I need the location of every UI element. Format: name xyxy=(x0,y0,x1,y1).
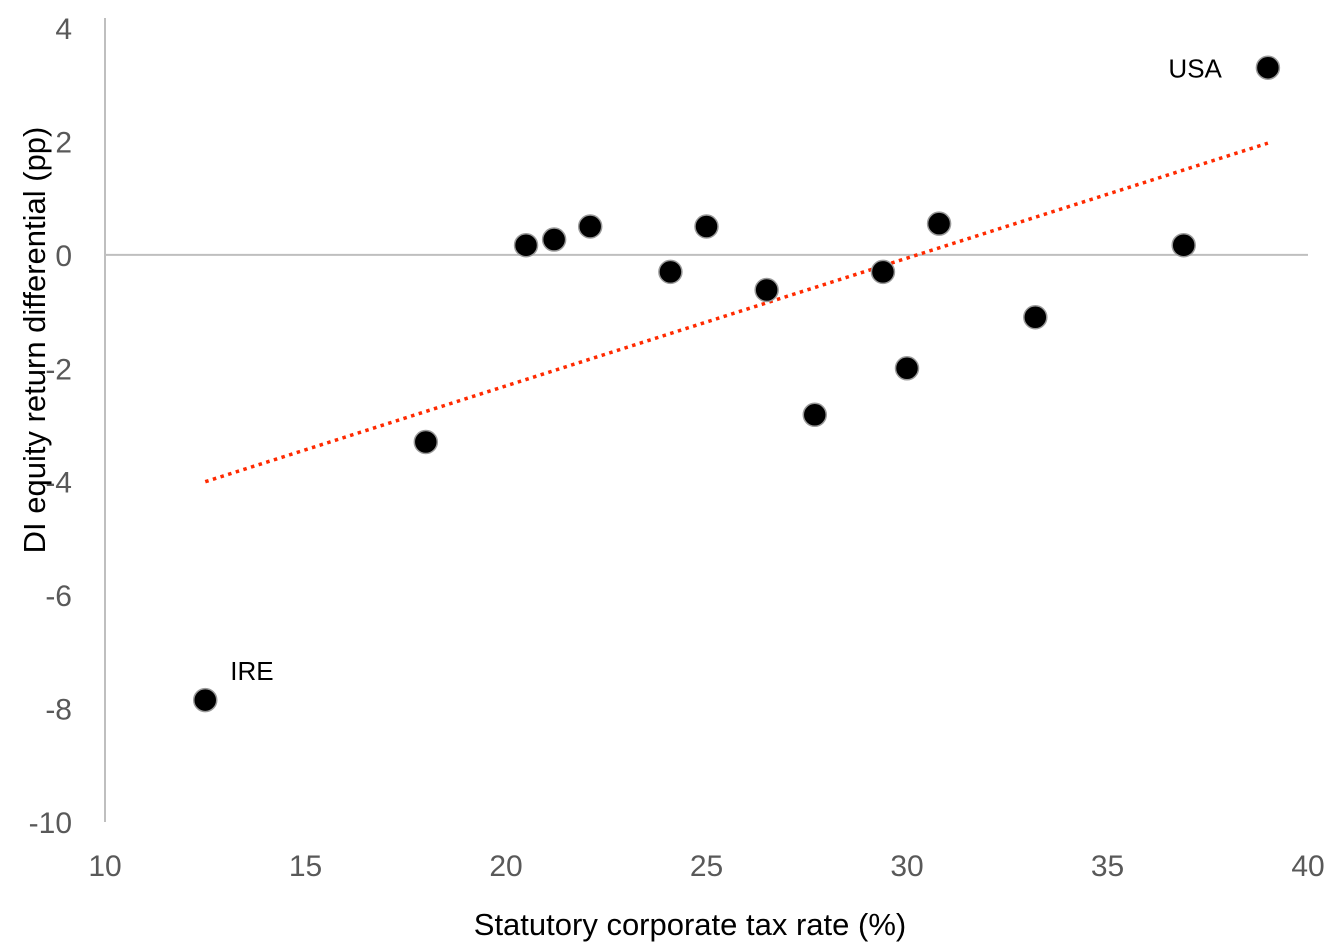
data-point xyxy=(894,356,920,381)
data-point xyxy=(513,232,539,258)
x-tick-label: 40 xyxy=(1291,850,1324,883)
data-point xyxy=(802,402,828,428)
x-axis-title: Statutory corporate tax rate (%) xyxy=(474,907,906,942)
y-tick-label: -4 xyxy=(45,467,72,500)
data-point xyxy=(1255,55,1281,80)
data-point xyxy=(658,259,683,285)
y-axis-title: DI equity return differential (pp) xyxy=(17,127,52,554)
point-labels: IRE USA xyxy=(230,54,1222,686)
point-label: IRE xyxy=(230,656,273,686)
data-point xyxy=(754,277,779,303)
data-point xyxy=(193,687,218,713)
y-axis-ticks: -10 -8 -6 -4 -2 0 2 4 xyxy=(29,13,72,840)
data-point xyxy=(1171,232,1196,258)
x-tick-label: 10 xyxy=(88,850,121,883)
data-point xyxy=(1023,304,1048,330)
y-tick-label: -8 xyxy=(45,694,72,727)
data-point xyxy=(541,227,567,252)
y-tick-label: 0 xyxy=(55,240,72,273)
point-label: USA xyxy=(1168,54,1222,84)
data-point xyxy=(413,429,439,455)
data-point xyxy=(577,214,603,239)
y-tick-label: 2 xyxy=(55,126,72,159)
y-tick-label: 4 xyxy=(55,13,72,46)
data-point xyxy=(694,214,719,239)
trendline xyxy=(204,141,1269,484)
y-tick-label: -6 xyxy=(45,580,72,613)
x-tick-label: 15 xyxy=(289,850,322,883)
x-tick-label: 25 xyxy=(690,850,723,883)
y-tick-label: -10 xyxy=(29,807,72,840)
x-tick-label: 35 xyxy=(1091,850,1124,883)
y-tick-label: -2 xyxy=(45,353,72,386)
x-tick-label: 30 xyxy=(890,850,923,883)
data-points xyxy=(193,55,1281,713)
data-point xyxy=(870,259,896,285)
x-tick-label: 20 xyxy=(489,850,522,883)
data-point xyxy=(926,211,952,236)
x-axis-ticks: 10 15 20 25 30 35 40 xyxy=(88,850,1324,883)
